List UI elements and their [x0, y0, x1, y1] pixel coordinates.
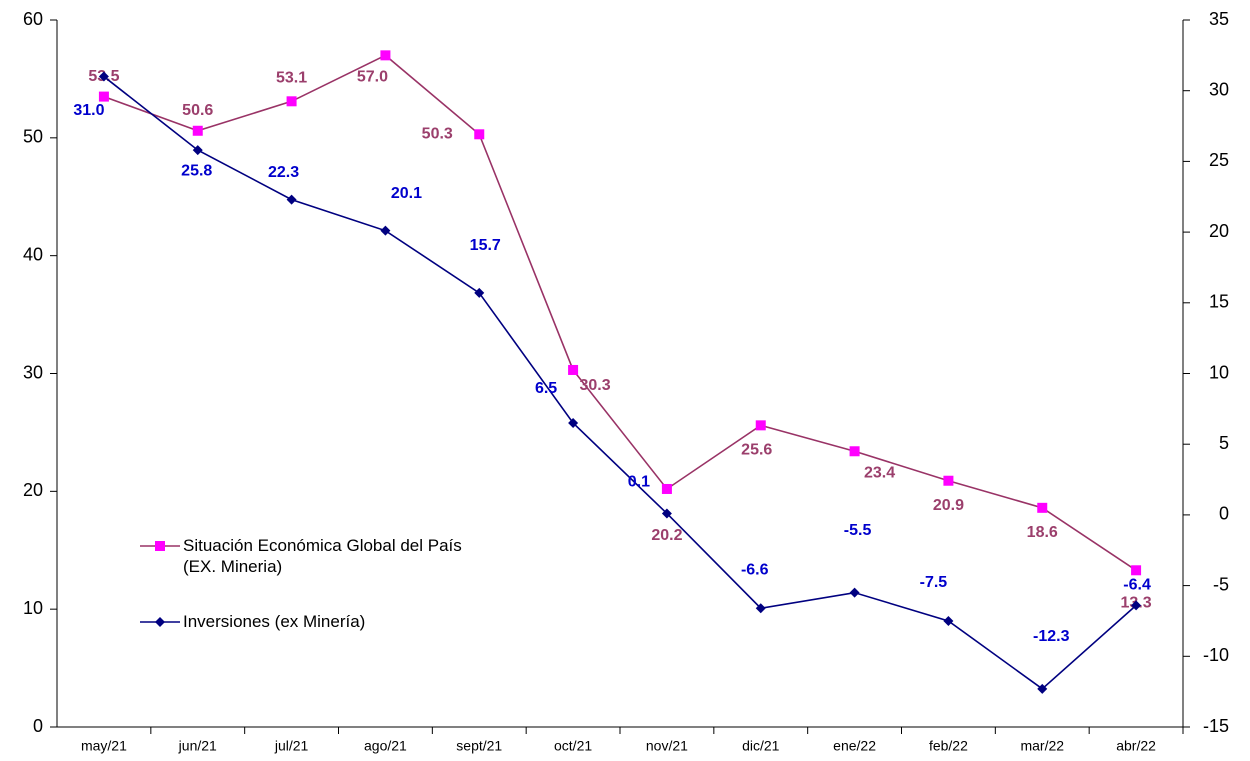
y2-tick-label: 5 [1219, 433, 1229, 453]
data-label: 6.5 [535, 380, 557, 397]
marker [1131, 600, 1142, 611]
legend-marker [155, 541, 165, 551]
x-tick-label: mar/22 [1020, 738, 1064, 754]
data-label: 18.6 [1027, 524, 1058, 541]
data-label: 30.3 [580, 377, 611, 394]
marker [1037, 502, 1048, 513]
x-tick-label: ene/22 [833, 738, 876, 754]
data-label: 20.9 [933, 497, 964, 514]
series-line [103, 54, 1137, 571]
data-label: -7.5 [920, 574, 948, 591]
marker [286, 96, 297, 107]
marker [474, 129, 485, 140]
marker [849, 446, 860, 457]
y2-tick-label: 35 [1209, 9, 1229, 29]
marker [192, 125, 203, 136]
series-line [103, 75, 1137, 690]
data-label: 53.1 [276, 70, 307, 87]
data-label: 31.0 [73, 102, 104, 119]
data-label: 22.3 [268, 164, 299, 181]
marker [380, 225, 391, 236]
data-label: 20.1 [391, 185, 422, 202]
y2-tick-label: 25 [1209, 150, 1229, 170]
marker [192, 145, 203, 156]
y-tick-label: 40 [23, 244, 43, 264]
x-tick-label: dic/21 [742, 738, 780, 754]
marker [943, 475, 954, 486]
data-label: 25.6 [741, 442, 772, 459]
x-tick-label: jun/21 [178, 738, 217, 754]
y2-tick-label: 15 [1209, 292, 1229, 312]
data-label: 0.1 [628, 474, 650, 491]
y-tick-label: 10 [23, 598, 43, 618]
marker [1131, 565, 1142, 576]
marker [98, 71, 109, 82]
legend-label: Inversiones (ex Minería) [183, 612, 366, 631]
data-label: -12.3 [1033, 628, 1070, 645]
data-label: 25.8 [181, 162, 212, 179]
x-tick-label: sept/21 [456, 738, 502, 754]
y-tick-label: 50 [23, 127, 43, 147]
data-label: -6.4 [1123, 577, 1151, 594]
x-tick-label: jul/21 [274, 738, 309, 754]
y2-tick-label: 10 [1209, 362, 1229, 382]
legend-label: Situación Económica Global del País (EX.… [183, 536, 462, 576]
x-tick-label: may/21 [81, 738, 127, 754]
y2-tick-label: -15 [1203, 716, 1229, 736]
data-label: 57.0 [357, 69, 388, 86]
marker [943, 615, 954, 626]
marker [474, 287, 485, 298]
marker [568, 364, 579, 375]
marker [755, 420, 766, 431]
y-tick-label: 60 [23, 9, 43, 29]
y2-tick-label: -5 [1213, 574, 1229, 594]
marker [568, 417, 579, 428]
marker [98, 91, 109, 102]
x-tick-label: oct/21 [554, 738, 592, 754]
y2-tick-label: -10 [1203, 645, 1229, 665]
data-label: 15.7 [470, 237, 501, 254]
marker [755, 603, 766, 614]
data-label: -6.6 [741, 561, 769, 578]
x-tick-label: abr/22 [1116, 738, 1156, 754]
x-tick-label: nov/21 [646, 738, 688, 754]
y-tick-label: 20 [23, 480, 43, 500]
data-label: 23.4 [864, 464, 895, 481]
x-tick-label: feb/22 [929, 738, 968, 754]
marker [380, 50, 391, 61]
y2-tick-label: 0 [1219, 504, 1229, 524]
y2-tick-label: 30 [1209, 79, 1229, 99]
data-label: -5.5 [844, 522, 872, 539]
marker [849, 587, 860, 598]
marker [1037, 683, 1048, 694]
legend-marker [155, 617, 165, 627]
x-tick-label: ago/21 [364, 738, 407, 754]
marker [661, 483, 672, 494]
y-tick-label: 0 [33, 716, 43, 736]
data-label: 50.6 [182, 102, 213, 119]
y-tick-label: 30 [23, 362, 43, 382]
marker [286, 194, 297, 205]
y2-tick-label: 20 [1209, 221, 1229, 241]
marker [661, 508, 672, 519]
data-label: 20.2 [651, 527, 682, 544]
data-label: 50.3 [422, 126, 453, 143]
